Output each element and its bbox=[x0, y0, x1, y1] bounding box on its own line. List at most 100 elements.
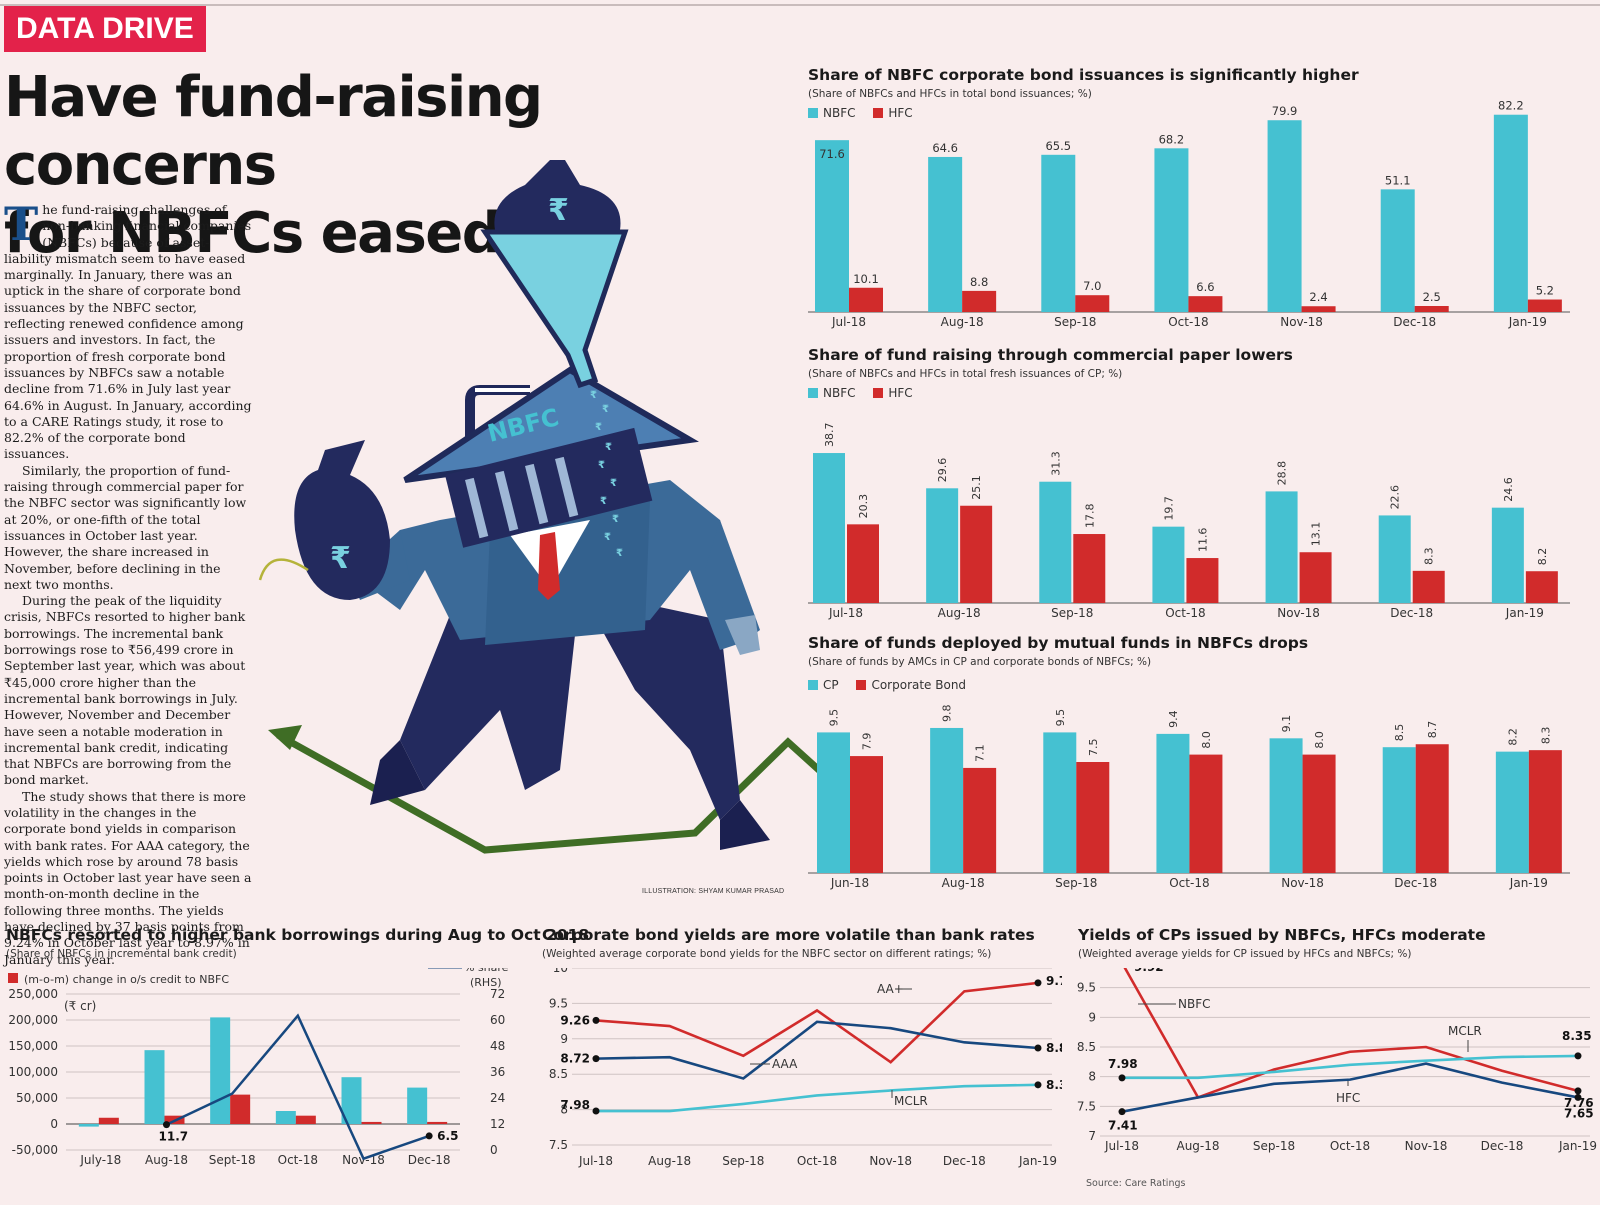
legend-swatch bbox=[8, 973, 18, 983]
series-tag: MCLR bbox=[1448, 1024, 1482, 1038]
data-label: 31.3 bbox=[1049, 451, 1062, 475]
chart-subtitle: (Weighted average yields for CP issued b… bbox=[1078, 948, 1412, 960]
y2-tick-label: 24 bbox=[490, 1091, 505, 1105]
cp-share-plot: 38.7 20.3 Jul-18 29.6 25.1 Aug-18 31.3 17.8 Sep-… bbox=[808, 423, 1570, 620]
line-point bbox=[1574, 1087, 1582, 1095]
point-label: 7.76 bbox=[1564, 1096, 1594, 1110]
section-badge: DATA DRIVE bbox=[4, 6, 206, 52]
data-label: 11.6 bbox=[1196, 528, 1209, 553]
point-label: 9.26 bbox=[560, 1013, 590, 1027]
legend-label: Corporate Bond bbox=[871, 678, 967, 692]
cp-yield-plot: 109.598.587.57Jul-18Aug-18Sep-18Oct-18No… bbox=[1077, 968, 1597, 1153]
data-label: 20.3 bbox=[857, 494, 870, 519]
x-tick-label: Jun-18 bbox=[830, 876, 869, 890]
legend-label: NBFC bbox=[823, 106, 856, 120]
bar-hfc bbox=[1299, 552, 1332, 603]
chart-title: Share of NBFC corporate bond issuances i… bbox=[808, 66, 1359, 84]
line-point bbox=[1118, 1074, 1126, 1082]
bar-nbfc bbox=[1041, 154, 1076, 312]
y-tick-label: -50,000 bbox=[12, 1143, 58, 1157]
data-label: 8.2 bbox=[1506, 728, 1519, 746]
line-point bbox=[1034, 979, 1042, 987]
top-rule bbox=[0, 4, 1600, 6]
legend-label: HFC bbox=[888, 106, 913, 120]
series-line-aaplus bbox=[595, 981, 1039, 1064]
arrow-head-icon bbox=[268, 725, 302, 750]
x-tick-label: Dec-18 bbox=[1394, 876, 1437, 890]
data-label: 51.1 bbox=[1385, 173, 1411, 187]
bar-hfc bbox=[1073, 534, 1106, 603]
line-point bbox=[425, 1132, 433, 1140]
line-point bbox=[592, 1107, 600, 1115]
data-label: 82.2 bbox=[1498, 99, 1524, 113]
bond-yield-chart: Corporate bond yields are more volatile … bbox=[542, 926, 1035, 960]
bond-issuance-chart: Share of NBFC corporate bond issuances i… bbox=[808, 66, 1359, 120]
point-label: 8.87 bbox=[1046, 1041, 1062, 1055]
point-label: 7.98 bbox=[560, 1098, 590, 1112]
line-point bbox=[1034, 1044, 1042, 1052]
legend-swatch-nbfc bbox=[808, 388, 818, 398]
svg-text:₹: ₹ bbox=[605, 442, 612, 453]
y-tick-label: 250,000 bbox=[8, 987, 58, 1001]
bar bbox=[98, 1117, 119, 1124]
bar-hfc bbox=[962, 290, 997, 312]
legend-label: HFC bbox=[888, 386, 913, 400]
bank-borrowing-chart: NBFCs resorted to higher bank borrowings… bbox=[6, 926, 589, 960]
x-tick-label: Aug-18 bbox=[938, 606, 981, 620]
svg-text:₹: ₹ bbox=[598, 460, 605, 471]
x-tick-label: Sep-18 bbox=[1055, 876, 1097, 890]
rupee-stream-icon: ₹₹₹ ₹₹₹ ₹₹₹ ₹ bbox=[590, 390, 623, 559]
svg-text:₹: ₹ bbox=[610, 478, 617, 489]
bond-issuance-plot: 71.6 10.1 Jul-18 64.6 8.8 Aug-18 65.5 7.0 Sep-18… bbox=[808, 99, 1570, 329]
x-tick-label: Sep-18 bbox=[1054, 315, 1096, 329]
bar-cp bbox=[817, 732, 850, 873]
bar-hfc bbox=[1186, 558, 1219, 603]
chart-subtitle: (Share of funds by AMCs in CP and corpor… bbox=[808, 656, 1152, 668]
data-label: 8.3 bbox=[1539, 727, 1552, 745]
data-label: 9.1 bbox=[1280, 715, 1293, 733]
data-label: 19.7 bbox=[1162, 496, 1175, 520]
x-tick-label: Sept-18 bbox=[209, 1153, 256, 1167]
point-label: 8.35 bbox=[1046, 1078, 1062, 1092]
y-tick-label: 8.5 bbox=[1077, 1040, 1096, 1054]
point-label: 8.35 bbox=[1562, 1029, 1592, 1043]
legend-swatch-cp bbox=[808, 680, 818, 690]
y-tick-label: 100,000 bbox=[8, 1065, 58, 1079]
bar-cp bbox=[930, 727, 964, 873]
x-tick-label: Jul-18 bbox=[578, 1154, 613, 1168]
legend-swatch-nbfc bbox=[808, 108, 818, 118]
data-label: 29.6 bbox=[936, 458, 949, 483]
series-tag: AAA bbox=[772, 1057, 798, 1071]
chart-legend: CP Corporate Bond bbox=[808, 678, 1308, 692]
bar-corporate-bond bbox=[1528, 750, 1562, 873]
line-point bbox=[1574, 1093, 1582, 1101]
y2-tick-label: 36 bbox=[490, 1065, 505, 1079]
headline-line-2: for NBFCs eased? bbox=[4, 201, 533, 266]
data-label: 28.8 bbox=[1276, 461, 1289, 486]
data-label: 6.6 bbox=[1196, 280, 1214, 294]
y-tick-label: 0 bbox=[50, 1117, 58, 1131]
bar-cp bbox=[1269, 738, 1303, 873]
x-tick-label: Nov-18 bbox=[869, 1154, 912, 1168]
share-line bbox=[165, 1013, 430, 1161]
line-point bbox=[1574, 1052, 1582, 1060]
article-para-2: Similarly, the proportion of fund-raisin… bbox=[4, 462, 247, 592]
bar bbox=[295, 1115, 316, 1124]
legend-label: CP bbox=[823, 678, 839, 692]
bar-corporate-bond bbox=[1076, 762, 1110, 873]
y2-tick-label: 12 bbox=[490, 1117, 505, 1131]
svg-text:₹: ₹ bbox=[590, 390, 597, 401]
y-tick-label: 7 bbox=[1088, 1129, 1096, 1143]
data-label: 8.0 bbox=[1313, 731, 1326, 749]
x-tick-label: Dec-18 bbox=[1481, 1139, 1524, 1153]
y-tick-label: 9 bbox=[560, 1032, 568, 1046]
x-tick-label: Oct-18 bbox=[1168, 315, 1208, 329]
x-tick-label: Aug-18 bbox=[942, 876, 985, 890]
bar-cp bbox=[1382, 747, 1416, 873]
trend-arrow-icon bbox=[276, 731, 830, 854]
chart-title: Yields of CPs issued by NBFCs, HFCs mode… bbox=[1078, 926, 1486, 944]
illustration-credit: ILLUSTRATION: SHYAM KUMAR PRASAD bbox=[642, 888, 785, 895]
x-tick-label: Oct-18 bbox=[1165, 606, 1205, 620]
